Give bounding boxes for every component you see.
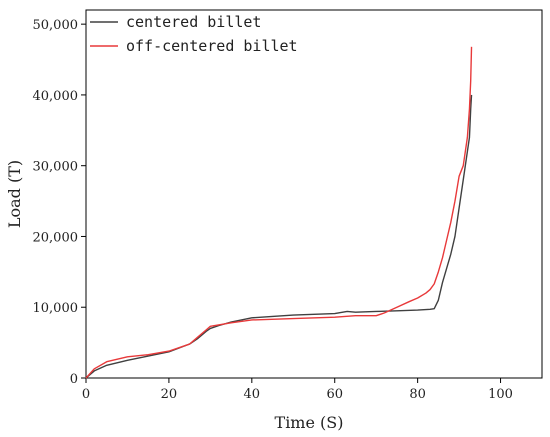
x-axis: 0 20 40 60 80 100: [82, 378, 513, 402]
plot-area: [85, 9, 543, 379]
y-tick-label: 30,000: [33, 160, 79, 175]
legend: centered billet off-centered billet: [90, 13, 298, 55]
y-tick-label: 50,000: [33, 18, 79, 33]
x-tick-label: 60: [326, 387, 343, 402]
y-axis: 0 10,000 20,000 30,000 40,000 50,000: [33, 18, 86, 387]
y-tick-label: 20,000: [33, 230, 79, 245]
x-tick-label: 80: [409, 387, 426, 402]
y-tick-label: 10,000: [33, 301, 79, 316]
legend-label-off-centered: off-centered billet: [126, 37, 298, 55]
x-tick-label: 100: [488, 387, 513, 402]
legend-label-centered: centered billet: [126, 13, 261, 31]
x-axis-title: Time (S): [275, 413, 344, 432]
x-tick-label: 0: [82, 387, 90, 402]
y-axis-title: Load (T): [5, 160, 24, 228]
y-tick-label: 0: [70, 372, 78, 387]
y-tick-label: 40,000: [33, 89, 79, 104]
series-lines: [85, 46, 473, 379]
series-line-off-centered: [85, 46, 473, 379]
x-tick-label: 40: [244, 387, 261, 402]
x-tick-label: 20: [161, 387, 178, 402]
